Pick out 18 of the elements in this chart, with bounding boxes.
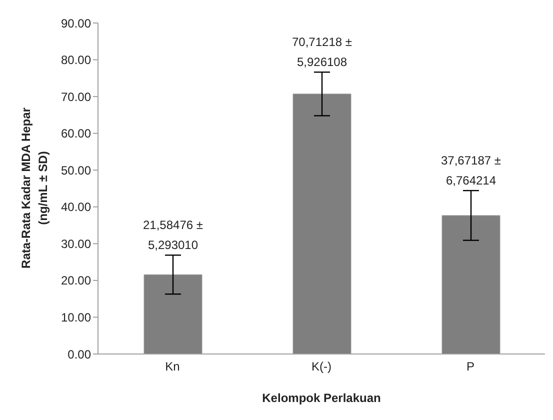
y-tick-label: 30.00 — [60, 236, 92, 251]
y-tick-label: 60.00 — [60, 126, 92, 141]
x-tick-label: K(-) — [312, 360, 332, 374]
y-tick-label: 70.00 — [60, 90, 92, 104]
x-tick-label: Kn — [165, 360, 180, 374]
x-tick-label: P — [466, 360, 475, 374]
data-label: 21,58476 ± 5,293010 — [143, 218, 204, 252]
x-axis-title: Kelompok Perlakuan — [262, 391, 381, 405]
data-label: 70,71218 ± 5,926108 — [292, 35, 352, 70]
y-tick-label: 10.00 — [60, 310, 92, 324]
y-axis-title: Rata-Rata Kadar MDA Hepar (ng/mL ± SD) — [19, 107, 50, 268]
y-tick-label: 90.00 — [60, 16, 92, 30]
y-tick-label: 80.00 — [60, 53, 92, 68]
y-tick-label: 0.00 — [68, 347, 92, 362]
data-label: 37,67187 ± 6,764214 — [441, 154, 502, 188]
y-tick-label: 50.00 — [60, 163, 92, 178]
y-tick-label: 20.00 — [60, 274, 92, 288]
y-tick-label: 40.00 — [60, 200, 92, 214]
